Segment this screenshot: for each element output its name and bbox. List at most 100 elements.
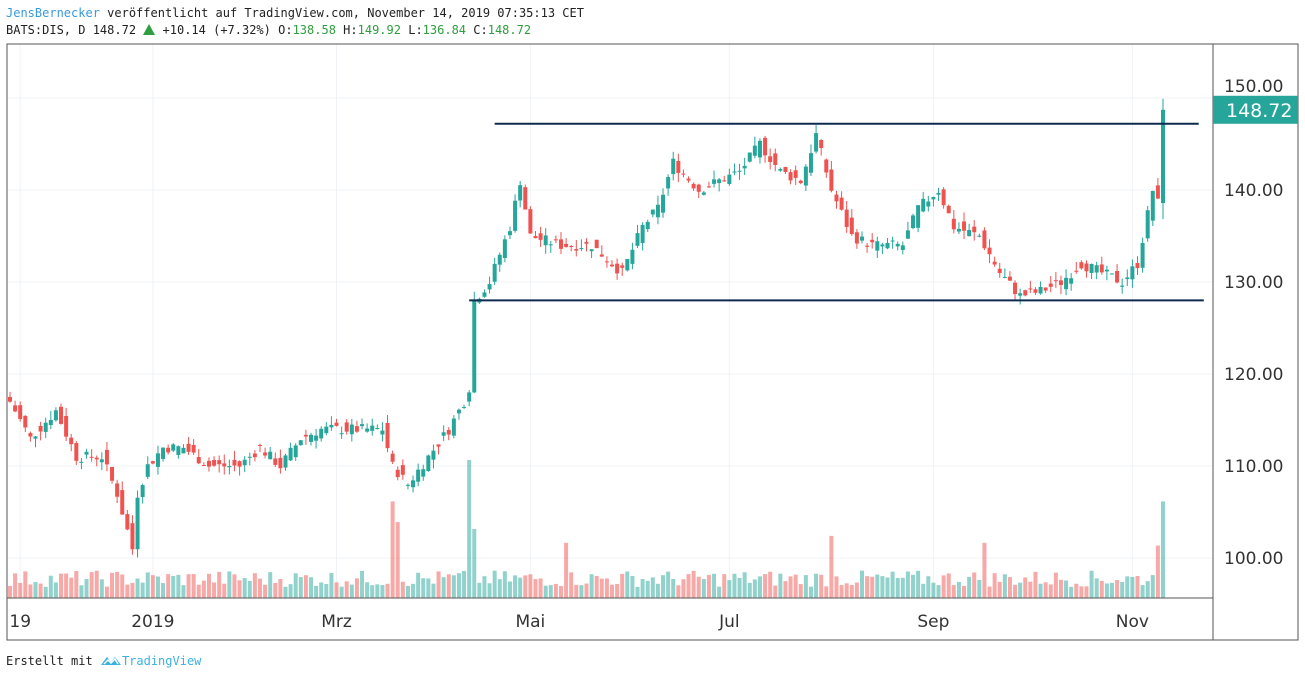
candle-body — [829, 169, 834, 191]
volume-bar — [528, 574, 533, 598]
candle-body — [492, 263, 497, 282]
volume-bar — [1099, 580, 1104, 598]
candle-body — [48, 419, 53, 426]
volume-bar — [1038, 583, 1043, 598]
volume-bar — [645, 580, 650, 598]
candle-body — [135, 497, 140, 550]
candle-body — [370, 425, 375, 431]
volume-bar — [870, 576, 875, 598]
volume-bar — [671, 578, 676, 598]
author-link[interactable]: JensBernecker — [6, 6, 100, 20]
tradingview-link[interactable]: TradingView — [121, 654, 202, 668]
volume-bar — [196, 584, 201, 598]
volume-bar — [115, 571, 120, 598]
price-tick-label: 110.00 — [1224, 457, 1283, 477]
time-tick-label: Jul — [718, 612, 740, 632]
candle-body — [507, 231, 512, 236]
candle-body — [737, 170, 742, 172]
candle-body — [742, 165, 747, 169]
candle-body — [543, 235, 548, 246]
candle-body — [1140, 242, 1145, 268]
volume-bar — [212, 582, 217, 598]
candle-body — [385, 422, 390, 449]
high-label: H: — [343, 23, 358, 37]
candle-body — [329, 424, 334, 428]
time-tick-label: 19 — [9, 612, 31, 632]
volume-bar — [140, 582, 145, 598]
candle-body — [69, 437, 74, 445]
candle-body — [33, 436, 38, 439]
candle-body — [268, 451, 273, 460]
volume-bar — [1125, 576, 1130, 598]
volume-bar — [1084, 586, 1089, 598]
candle-body — [456, 409, 461, 414]
candle-body — [79, 461, 84, 463]
candle-body — [584, 241, 589, 244]
candle-body — [625, 259, 630, 271]
candle-body — [365, 428, 370, 432]
volume-bar — [569, 572, 574, 598]
candle-body — [747, 152, 752, 162]
volume-bar — [242, 578, 247, 598]
volume-bar — [181, 585, 186, 598]
candle-body — [783, 166, 788, 173]
candle-body — [43, 422, 48, 432]
volume-bar — [1140, 585, 1145, 598]
publish-text: veröffentlicht auf TradingView.com, Nove… — [99, 6, 584, 20]
volume-bar — [257, 578, 262, 598]
candle-body — [778, 169, 783, 171]
volume-bar — [222, 583, 227, 598]
volume-bar — [635, 586, 640, 598]
volume-bar — [1043, 582, 1048, 598]
chart-frame — [6, 43, 1299, 641]
low-label: L: — [408, 23, 423, 37]
candle-body — [706, 186, 711, 188]
volume-bar — [722, 574, 727, 598]
candle-body — [916, 205, 921, 228]
volume-bar — [436, 571, 441, 598]
candle-body — [349, 424, 354, 435]
candle-body — [1125, 277, 1130, 280]
candle-body — [1161, 109, 1165, 204]
candle-body — [1104, 269, 1109, 272]
volume-bar — [1155, 545, 1160, 598]
volume-bar — [798, 584, 803, 598]
candle-body — [462, 406, 467, 408]
time-tick-label: 2019 — [131, 612, 174, 632]
volume-bar — [962, 585, 967, 598]
candle-body — [926, 201, 931, 207]
volume-bar — [829, 535, 834, 598]
volume-bar — [1120, 582, 1125, 598]
candle-body — [120, 490, 125, 515]
volume-bar — [778, 573, 783, 598]
candle-body — [814, 133, 819, 152]
candle-body — [977, 235, 982, 237]
candle-body — [150, 461, 155, 464]
volume-bar — [946, 573, 951, 598]
volume-bar — [339, 586, 344, 598]
volume-bar — [610, 584, 615, 598]
time-tick-label: Sep — [917, 612, 949, 632]
volume-bar — [375, 584, 380, 598]
candle-body — [130, 523, 135, 550]
candle-body — [115, 483, 120, 497]
volume-bar — [1018, 582, 1023, 598]
volume-bar — [99, 579, 104, 598]
candle-body — [946, 205, 951, 214]
volume-bar — [523, 575, 528, 598]
volume-bar — [263, 584, 268, 598]
candle-body — [99, 459, 104, 463]
candle-body — [405, 484, 410, 486]
volume-bar — [967, 576, 972, 598]
candle-body — [666, 177, 671, 189]
volume-bar — [793, 574, 798, 598]
volume-bar — [237, 580, 242, 598]
volume-bar — [411, 583, 416, 598]
volume-bar — [757, 576, 762, 598]
volume-bar — [936, 585, 941, 598]
candle-body — [451, 418, 456, 436]
volume-bar — [104, 586, 109, 598]
candle-body — [956, 228, 961, 232]
volume-bar — [584, 583, 589, 598]
